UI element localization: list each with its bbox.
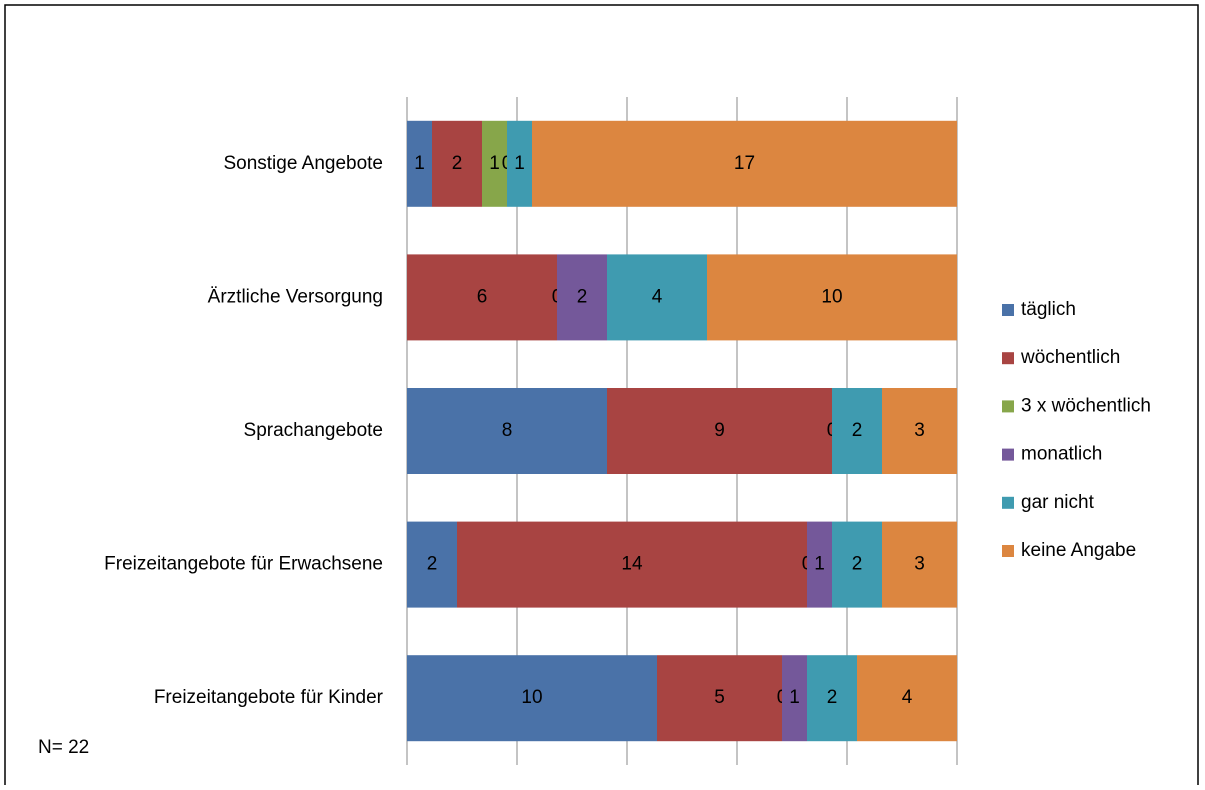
data-label: 1	[414, 153, 425, 174]
data-label: 2	[577, 286, 588, 307]
data-label: 9	[714, 420, 725, 441]
legend-swatch	[1002, 400, 1014, 413]
bar-segment	[657, 655, 782, 742]
bar-segment	[407, 388, 607, 474]
data-label: 10	[821, 286, 842, 307]
data-label: 1	[789, 687, 800, 708]
legend-label: wöchentlich	[1020, 347, 1120, 368]
bar-segment	[832, 388, 882, 474]
bar-segment	[607, 388, 832, 474]
bar-segment	[432, 120, 482, 207]
legend-swatch	[1002, 352, 1014, 365]
y-tick-label: Ärztliche Versorgung	[208, 286, 383, 307]
legend-swatch	[1002, 545, 1014, 557]
bar-segment	[407, 655, 657, 742]
bar-segment	[807, 655, 857, 742]
bar-segment	[407, 120, 432, 207]
bar-segment	[857, 655, 957, 742]
data-label: 2	[852, 420, 863, 441]
data-label: 14	[621, 554, 643, 575]
legend-label: täglich	[1021, 299, 1076, 320]
legend-label: monatlich	[1021, 444, 1102, 465]
legend-swatch	[1002, 496, 1014, 509]
bar-segment	[782, 655, 807, 742]
data-label: 4	[902, 687, 913, 708]
bar-segment	[882, 388, 957, 474]
bar-segment	[832, 521, 882, 608]
data-label: 6	[477, 286, 488, 307]
bar-segment	[607, 254, 707, 341]
y-tick-label: Freizeitangebote für Erwachsene	[104, 554, 383, 575]
legend-swatch	[1002, 448, 1014, 461]
bar-segment	[507, 120, 532, 207]
legend-swatch	[1002, 304, 1014, 316]
bar-segment	[557, 254, 607, 341]
bar-segment	[407, 521, 457, 608]
data-label: 17	[734, 153, 755, 174]
data-label: 4	[652, 286, 663, 307]
y-tick-label: Sonstige Angebote	[223, 153, 383, 174]
bar-segment	[532, 120, 957, 207]
bar-segment	[482, 120, 507, 207]
bar-segment	[882, 521, 957, 608]
data-label: 2	[452, 153, 463, 174]
bar-segment	[707, 254, 957, 341]
data-label: 2	[427, 554, 438, 575]
bar-segment	[407, 254, 557, 341]
data-label: 1	[514, 153, 525, 174]
data-label: 1	[814, 554, 825, 575]
y-tick-label: Freizeitangebote für Kinder	[154, 687, 384, 708]
data-label: 1	[489, 153, 500, 174]
legend-label: gar nicht	[1021, 492, 1095, 513]
legend-label: keine Angabe	[1021, 540, 1136, 561]
data-label: 2	[827, 687, 838, 708]
data-label: 5	[714, 687, 725, 708]
data-label: 10	[521, 687, 542, 708]
data-label: 3	[914, 420, 925, 441]
data-label: 2	[852, 554, 863, 575]
bar-segment	[457, 521, 807, 608]
y-tick-label: Sprachangebote	[244, 420, 383, 441]
bar-segment	[807, 521, 832, 608]
note: N= 22	[38, 737, 89, 758]
data-label: 8	[502, 420, 513, 441]
legend-label: 3 x wöchentlich	[1021, 395, 1151, 416]
data-label: 3	[914, 554, 925, 575]
